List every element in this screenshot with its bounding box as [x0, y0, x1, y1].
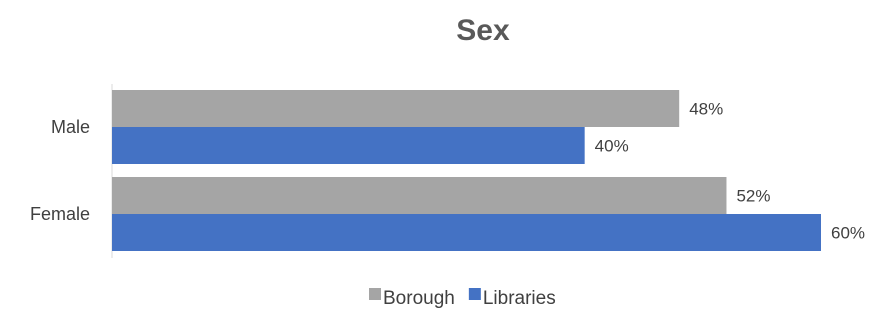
- legend-swatch-borough: [369, 288, 381, 300]
- bar-borough-male: [112, 90, 680, 127]
- data-label-borough-male: 48%: [689, 100, 723, 119]
- category-label-male: Male: [51, 117, 90, 137]
- bar-borough-female: [112, 177, 727, 214]
- bar-libraries-male: [112, 127, 585, 164]
- chart-title: Sex: [456, 14, 510, 47]
- data-label-libraries-male: 40%: [595, 137, 629, 156]
- category-label-female: Female: [30, 204, 90, 224]
- bar-libraries-female: [112, 214, 821, 251]
- data-label-borough-female: 52%: [736, 187, 770, 206]
- category-labels: Male Female: [30, 117, 90, 224]
- legend-swatch-libraries: [468, 288, 481, 300]
- legend-label-borough: Borough: [383, 288, 455, 309]
- data-label-libraries-female: 60%: [831, 224, 865, 243]
- legend-label-libraries: Libraries: [483, 288, 556, 309]
- legend: Borough Libraries: [369, 288, 556, 309]
- bars-group: 48% 40% 52% 60%: [112, 90, 865, 251]
